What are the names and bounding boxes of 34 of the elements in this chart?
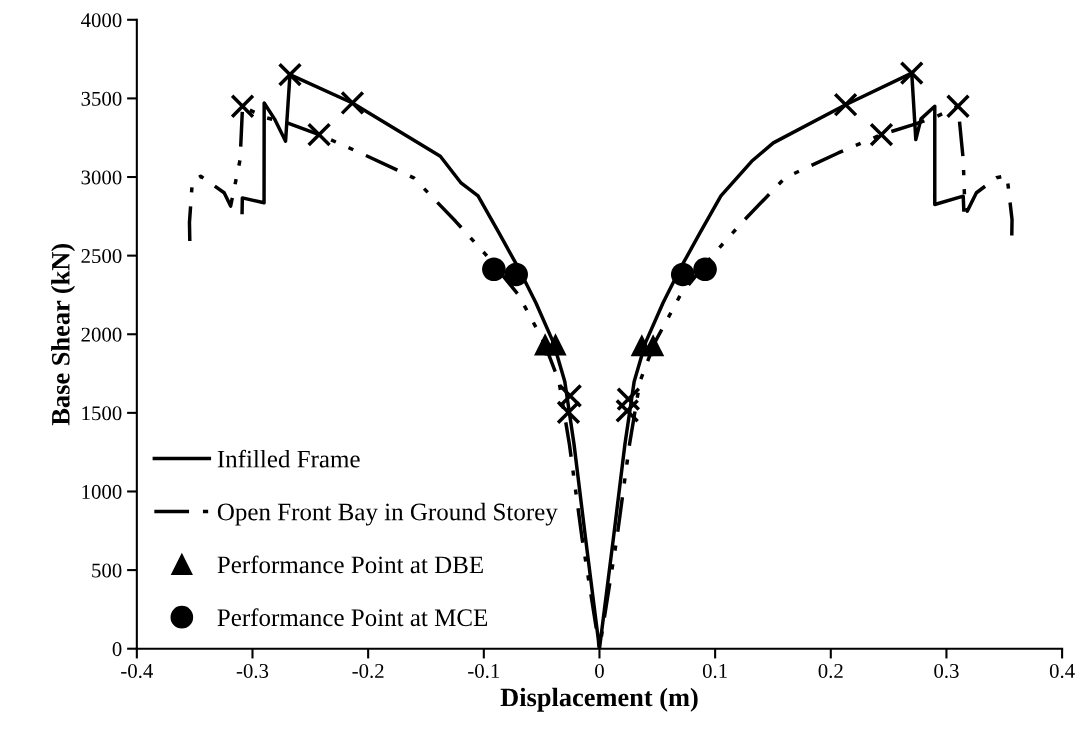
y-tick-label: 2000 bbox=[81, 327, 122, 342]
point bbox=[616, 387, 641, 412]
y-axis-title: Base Shear (kN) bbox=[51, 244, 76, 426]
legend-label: Performance Point at DBE bbox=[217, 555, 483, 574]
y-tick-label: 2500 bbox=[81, 249, 122, 264]
x-tick-label: -0.4 bbox=[121, 663, 153, 679]
x-tick-label: -0.2 bbox=[352, 663, 384, 679]
y-tick-label: 3500 bbox=[81, 91, 122, 106]
x-tick-label: 0.1 bbox=[702, 663, 727, 679]
x-axis-title: Displacement (m) bbox=[500, 687, 698, 712]
y-tick-label: 4000 bbox=[80, 13, 122, 28]
x-tick-label: 0.4 bbox=[1049, 663, 1075, 679]
x-tick-label: 0 bbox=[595, 663, 604, 678]
point bbox=[556, 400, 581, 425]
point bbox=[558, 383, 583, 409]
y-tick-label: 1500 bbox=[82, 406, 122, 421]
legend-label: Performance Point at MCE bbox=[217, 608, 488, 627]
point bbox=[615, 398, 640, 423]
x-tick-label: 0.3 bbox=[934, 663, 959, 679]
point bbox=[642, 334, 665, 357]
y-tick-label: 3000 bbox=[81, 170, 122, 185]
x-tick-label: 0.2 bbox=[818, 663, 843, 679]
legend-label: Infilled Frame bbox=[217, 449, 360, 468]
x-tick-label: -0.1 bbox=[468, 663, 500, 679]
y-tick-label: 0 bbox=[112, 642, 122, 657]
y-tick-label: 500 bbox=[92, 563, 122, 578]
point bbox=[504, 262, 528, 287]
legend-label: Open Front Bay in Ground Storey bbox=[217, 502, 558, 526]
point bbox=[482, 257, 506, 282]
y-tick-label: 1000 bbox=[82, 484, 122, 499]
point bbox=[544, 333, 567, 356]
x-tick-label: -0.3 bbox=[236, 663, 269, 679]
point bbox=[670, 262, 695, 287]
point bbox=[693, 257, 717, 282]
